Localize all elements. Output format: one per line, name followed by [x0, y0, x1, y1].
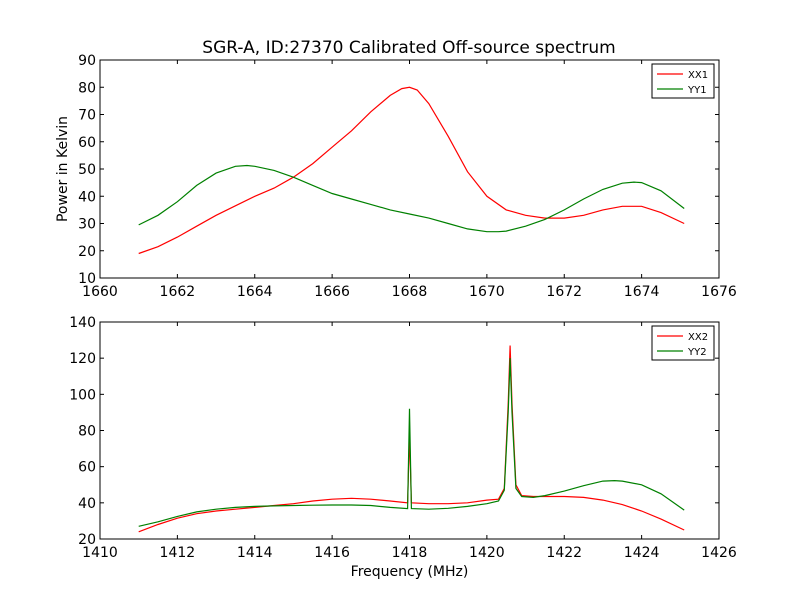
- x-tick-label: 1664: [237, 284, 273, 300]
- x-axis-label: Frequency (MHz): [351, 564, 469, 580]
- x-tick-label: 1666: [314, 284, 350, 300]
- x-tick-label: 1414: [237, 545, 273, 561]
- legend-label-xx1: XX1: [688, 70, 708, 81]
- x-tick-label: 1420: [469, 545, 505, 561]
- x-tick-label: 1676: [701, 284, 737, 300]
- x-tick-label: 1412: [160, 545, 196, 561]
- y-tick-label: 20: [78, 532, 96, 548]
- legend-label-yy1: YY1: [687, 85, 707, 96]
- y-tick-label: 80: [78, 424, 96, 440]
- x-tick-label: 1416: [314, 545, 350, 561]
- x-tick-label: 1670: [469, 284, 505, 300]
- y-tick-label: 40: [78, 496, 96, 512]
- x-tick-label: 1410: [82, 545, 118, 561]
- y-tick-label: 50: [78, 162, 96, 178]
- legend-label-xx2: XX2: [688, 332, 708, 343]
- y-tick-label: 100: [69, 387, 96, 403]
- y-tick-label: 70: [78, 108, 96, 124]
- x-tick-label: 1662: [160, 284, 196, 300]
- series-line-yy2: [138, 358, 685, 527]
- chart-title: SGR-A, ID:27370 Calibrated Off-source sp…: [202, 38, 615, 58]
- y-axis-label: Power in Kelvin: [55, 116, 71, 222]
- y-tick-label: 30: [78, 217, 96, 233]
- x-tick-label: 1418: [392, 545, 428, 561]
- legend-box: [651, 63, 715, 99]
- y-tick-label: 140: [69, 315, 96, 331]
- x-tick-label: 1660: [82, 284, 118, 300]
- top-subplot: 1660 1662 1664 1666 1668 1670 1672 1674 1676 10 20…: [55, 53, 737, 300]
- series-line-xx2: [138, 345, 685, 533]
- legend-label-yy2: YY2: [687, 347, 707, 358]
- x-tick-label: 1422: [546, 545, 582, 561]
- y-tick-label: 20: [78, 244, 96, 260]
- y-tick-label: 80: [78, 80, 96, 96]
- y-tick-label: 60: [78, 460, 96, 476]
- y-tick-label: 60: [78, 135, 96, 151]
- x-tick-label: 1674: [624, 284, 660, 300]
- bottom-subplot: 1410 1412 1414 1416 1418 1420 1422 1424 1426 20 40…: [69, 315, 737, 580]
- x-tick-label: 1668: [392, 284, 428, 300]
- x-tick-label: 1426: [701, 545, 737, 561]
- x-tick-label: 1424: [624, 545, 660, 561]
- y-tick-label: 90: [78, 53, 96, 69]
- legend-box: [651, 325, 715, 361]
- series-line-xx1: [138, 86, 685, 255]
- y-tick-label: 120: [69, 351, 96, 367]
- y-tick-label: 40: [78, 189, 96, 205]
- x-tick-label: 1672: [546, 284, 582, 300]
- y-tick-label: 10: [78, 271, 96, 287]
- series-line-yy1: [138, 164, 685, 233]
